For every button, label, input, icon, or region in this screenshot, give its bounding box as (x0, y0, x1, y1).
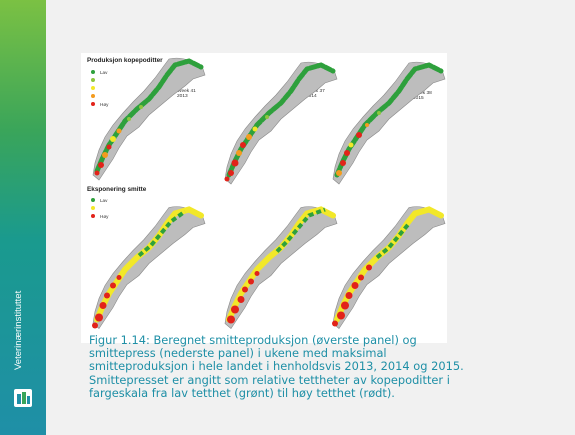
bottom-panel-legend: Lav Høy (91, 196, 108, 220)
legend-label: Høy (100, 213, 109, 219)
top-panel-title: Produksjon kopepoditter (87, 57, 163, 64)
legend-dot (91, 86, 95, 90)
legend-dot-high (91, 102, 95, 106)
figure-caption: Figur 1.14: Beregnet smitteproduksjon (ø… (89, 333, 464, 400)
legend-label: Lav (100, 197, 108, 203)
slide: Produksjon kopepoditter Lav Høy Week 41 … (46, 9, 575, 435)
brand-name: Veterinærinstituttet (13, 290, 24, 370)
map-production-2013 (92, 57, 206, 181)
figure-image: Produksjon kopepoditter Lav Høy Week 41 … (81, 53, 447, 343)
legend-dot (91, 78, 95, 82)
bottom-panel-title: Eksponering smitte (87, 186, 147, 193)
veterinaerinstituttet-logo-icon (14, 389, 32, 407)
map-exposure-2015 (332, 206, 446, 329)
legend-label: Lav (100, 69, 108, 75)
week-label-2013: Week 41 2013 (177, 89, 196, 100)
week-label-2015: Week 38 2015 (413, 91, 432, 102)
map-exposure-2013 (92, 206, 206, 329)
map-exposure-2014 (224, 206, 338, 329)
legend-dot-low (91, 198, 95, 202)
legend-dot (91, 206, 95, 210)
legend-dot-high (91, 214, 95, 218)
legend-dot-low (91, 70, 95, 74)
legend-label: Høy (100, 101, 109, 107)
top-panel-legend: Lav Høy (91, 68, 108, 108)
map-production-2014 (224, 61, 338, 185)
sidebar: Veterinærinstituttet (0, 0, 46, 435)
map-production-2015 (332, 61, 446, 185)
legend-dot (91, 94, 95, 98)
